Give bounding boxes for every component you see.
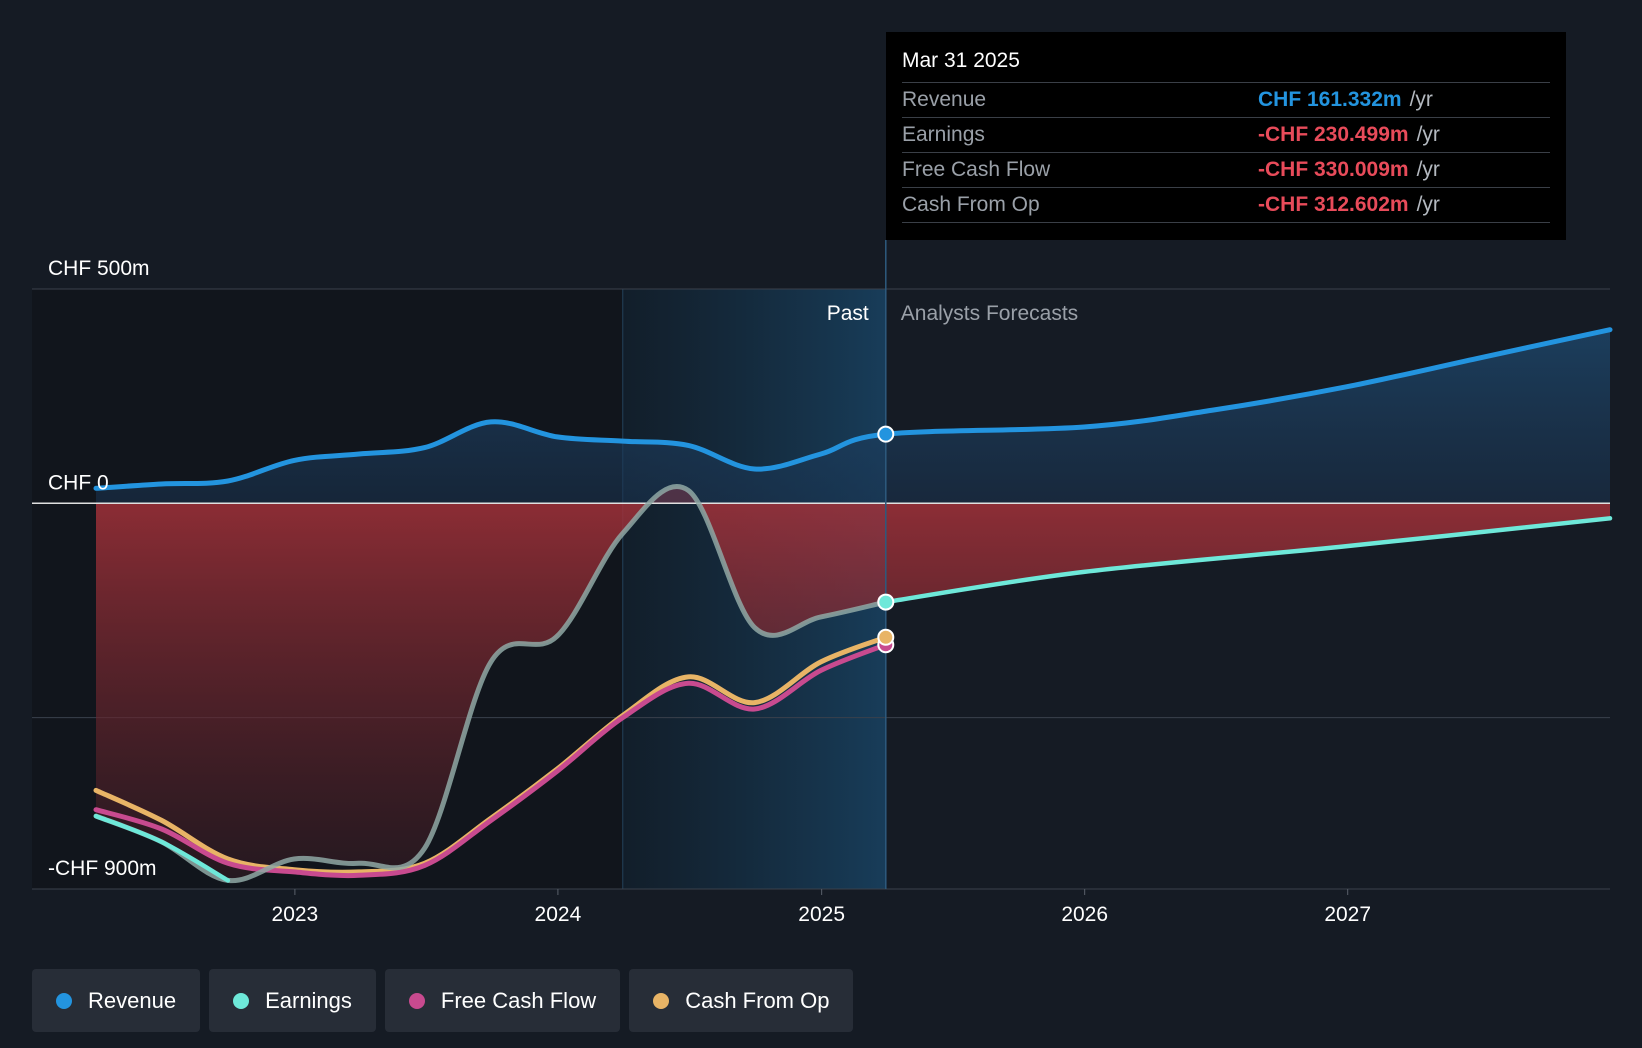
legend-label: Revenue xyxy=(88,987,177,1013)
cash-from-op-marker xyxy=(877,628,895,646)
tooltip-value: -CHF 330.009m xyxy=(1258,158,1409,181)
legend-dot-icon xyxy=(653,992,670,1009)
tooltip-value: -CHF 312.602m xyxy=(1258,193,1409,216)
x-tick-label: 2024 xyxy=(535,903,582,926)
legend: Revenue Earnings Free Cash Flow Cash Fro… xyxy=(32,969,854,1032)
tooltip-row-free-cash-flow: Free Cash Flow -CHF 330.009m /yr xyxy=(902,152,1550,187)
legend-item-cash-from-op[interactable]: Cash From Op xyxy=(629,969,854,1032)
legend-dot-icon xyxy=(233,992,250,1009)
free-cash-flow-line xyxy=(93,642,889,879)
x-tick-label: 2025 xyxy=(798,903,845,926)
tooltip-value: -CHF 230.499m xyxy=(1258,123,1409,146)
forecast-label: Analysts Forecasts xyxy=(901,302,1078,325)
tooltip-unit: /yr xyxy=(1416,123,1440,146)
legend-label: Earnings xyxy=(265,987,352,1013)
tooltip-label: Revenue xyxy=(902,88,987,111)
tooltip-panel: Mar 31 2025 Revenue CHF 161.332m /yr Ear… xyxy=(886,32,1566,240)
legend-item-free-cash-flow[interactable]: Free Cash Flow xyxy=(384,969,621,1032)
tooltip-row-cash-from-op: Cash From Op -CHF 312.602m /yr xyxy=(902,187,1550,223)
revenue-area xyxy=(96,329,1610,504)
revenue-marker xyxy=(877,425,895,443)
tooltip-unit: /yr xyxy=(1409,88,1433,111)
tooltip-row-earnings: Earnings -CHF 230.499m /yr xyxy=(902,117,1550,152)
earnings-line-past xyxy=(93,483,889,884)
tooltip-value: CHF 161.332m xyxy=(1258,88,1402,111)
past-label: Past xyxy=(827,302,869,325)
legend-item-revenue[interactable]: Revenue xyxy=(32,969,201,1032)
tooltip-label: Earnings xyxy=(902,123,985,146)
tooltip-label: Cash From Op xyxy=(902,193,1040,216)
x-tick-label: 2027 xyxy=(1324,903,1371,926)
legend-label: Cash From Op xyxy=(685,987,830,1013)
x-tick-label: 2023 xyxy=(272,903,319,926)
legend-dot-icon xyxy=(56,992,72,1009)
tooltip-row-revenue: Revenue CHF 161.332m /yr xyxy=(902,82,1550,117)
tooltip-label: Free Cash Flow xyxy=(902,158,1051,181)
legend-item-earnings[interactable]: Earnings xyxy=(209,969,376,1032)
tooltip-unit: /yr xyxy=(1416,193,1440,216)
earnings-marker xyxy=(877,593,895,611)
legend-label: Free Cash Flow xyxy=(440,987,597,1013)
y-tick-label: -CHF 900m xyxy=(48,857,157,880)
earnings-loss-area xyxy=(96,486,1610,881)
revenue-line xyxy=(93,327,1613,491)
x-tick-label: 2026 xyxy=(1061,903,1108,926)
earnings-line-start xyxy=(93,813,231,883)
tooltip-unit: /yr xyxy=(1416,158,1440,181)
legend-dot-icon xyxy=(408,992,425,1009)
earnings-line-forecast xyxy=(883,516,1613,605)
y-tick-label: CHF 500m xyxy=(48,257,150,280)
y-tick-label: CHF 0 xyxy=(48,471,109,494)
tooltip-date: Mar 31 2025 xyxy=(902,49,1020,72)
